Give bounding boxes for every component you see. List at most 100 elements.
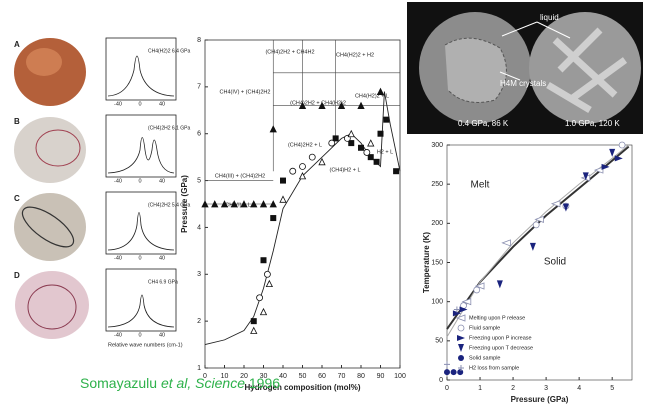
marker — [458, 344, 464, 352]
region-label: (CH4)2H2 + CH4(H2)2 — [290, 100, 346, 106]
marker — [230, 200, 238, 208]
region-label: CH4(IV) + (CH4)2H2 — [220, 89, 271, 95]
x-tick-label: 1 — [478, 385, 482, 392]
marker — [473, 286, 481, 294]
spectrum-tick: 40 — [159, 101, 165, 107]
micrograph-label: 1.0 GPa, 120 K — [565, 119, 620, 128]
citation-year: 1996 — [245, 375, 281, 391]
x-tick-label: 50 — [299, 373, 307, 380]
region-label: CH4(III) + (CH4)2H2 — [215, 173, 265, 179]
region-label: H2 + L — [377, 149, 393, 155]
spectrum-frame — [105, 114, 177, 178]
y-tick-label: 8 — [197, 37, 201, 44]
marker — [458, 355, 464, 361]
panel-letter: B — [14, 117, 20, 126]
legend-label: H2 loss from sample — [469, 365, 519, 371]
marker — [299, 163, 306, 170]
spectrum-tick: 40 — [159, 332, 165, 338]
marker — [444, 369, 450, 376]
y-tick-label: 3 — [197, 271, 201, 278]
x-tick-label: 4 — [577, 385, 581, 392]
marker — [201, 200, 209, 208]
micrographs — [407, 2, 643, 134]
marker — [562, 203, 569, 212]
y-tick-label: 150 — [431, 259, 443, 266]
x-axis-label: Pressure (GPa) — [511, 395, 569, 404]
spectrum-tick: 40 — [159, 178, 165, 184]
marker — [250, 200, 258, 208]
marker — [318, 101, 326, 109]
y-tick-label: 300 — [431, 142, 443, 149]
panel-letter: A — [14, 40, 20, 49]
marker — [270, 215, 277, 222]
marker — [383, 116, 390, 123]
y-tick-label: 6 — [197, 131, 201, 138]
x-tick-label: 2 — [511, 385, 515, 392]
marker — [250, 318, 257, 325]
y-axis-label: Temperature (K) — [422, 232, 431, 294]
marker — [376, 87, 385, 95]
region-label: Solid — [544, 257, 566, 268]
marker — [377, 130, 384, 137]
spectrum-frame — [105, 268, 177, 332]
sample-photos — [14, 38, 89, 339]
marker — [461, 298, 472, 306]
spectrum-tick: -40 — [114, 178, 122, 184]
marker — [457, 335, 465, 341]
marker — [618, 141, 626, 149]
marker — [265, 279, 273, 288]
marker — [458, 365, 464, 371]
marker — [256, 294, 264, 302]
pointer — [499, 71, 521, 81]
fit-curve — [204, 91, 401, 346]
citation: Somayazulu et al, Science 1996 — [80, 375, 280, 391]
spectrum-tick: 0 — [138, 178, 141, 184]
marker — [337, 101, 346, 109]
x-tick-label: 0 — [203, 373, 207, 380]
marker — [259, 307, 268, 316]
x-tick-label: 30 — [260, 373, 268, 380]
marker — [298, 171, 307, 180]
region-label: Melt — [471, 180, 490, 191]
spectrum-label: CH4(H2)2 6.4 GPa — [148, 48, 190, 54]
photo-detail — [27, 284, 77, 330]
pointer — [501, 21, 538, 37]
marker — [332, 135, 339, 142]
marker — [457, 369, 464, 376]
x-tick-label: 80 — [357, 373, 365, 380]
micrograph-label: liquid — [540, 13, 559, 22]
x-tick-label: 20 — [240, 373, 248, 380]
spectrum-frame — [105, 191, 177, 255]
marker — [614, 155, 623, 162]
marker — [444, 361, 450, 368]
fit-curve — [446, 144, 630, 338]
marker — [393, 168, 400, 175]
marker — [240, 200, 248, 208]
region-label: CH4(H2)2 + H2 — [336, 52, 374, 58]
marker — [263, 270, 271, 278]
x-tick-label: 90 — [377, 373, 385, 380]
citation-author: Somayazulu — [80, 375, 161, 391]
marker — [357, 101, 365, 109]
region-label: CH4(H2)2 + L — [355, 93, 389, 99]
spectrum-tick: -40 — [114, 101, 122, 107]
spectra — [105, 37, 177, 332]
photo-detail — [35, 129, 81, 167]
x-tick-label: 10 — [221, 373, 229, 380]
marker — [496, 280, 503, 289]
spectrum-axis-label: Relative wave numbers (cm-1) — [108, 342, 183, 348]
spectrum-frame — [105, 37, 177, 101]
legend-label: Freezing upon P increase — [469, 335, 532, 341]
legend-label: Freezing upon T decrease — [469, 345, 533, 351]
marker — [269, 200, 277, 208]
y-tick-label: 50 — [435, 338, 443, 345]
marker — [328, 139, 336, 147]
spectrum-tick: 0 — [138, 332, 141, 338]
micrograph-label: H4M crystals — [500, 79, 546, 88]
y-tick-label: 1 — [197, 365, 201, 372]
x-tick-label: 0 — [445, 385, 449, 392]
photo — [14, 193, 86, 261]
y-tick-label: 0 — [439, 377, 443, 384]
spectrum-label: (CH4)2H2 6.1 GPa — [148, 125, 190, 131]
